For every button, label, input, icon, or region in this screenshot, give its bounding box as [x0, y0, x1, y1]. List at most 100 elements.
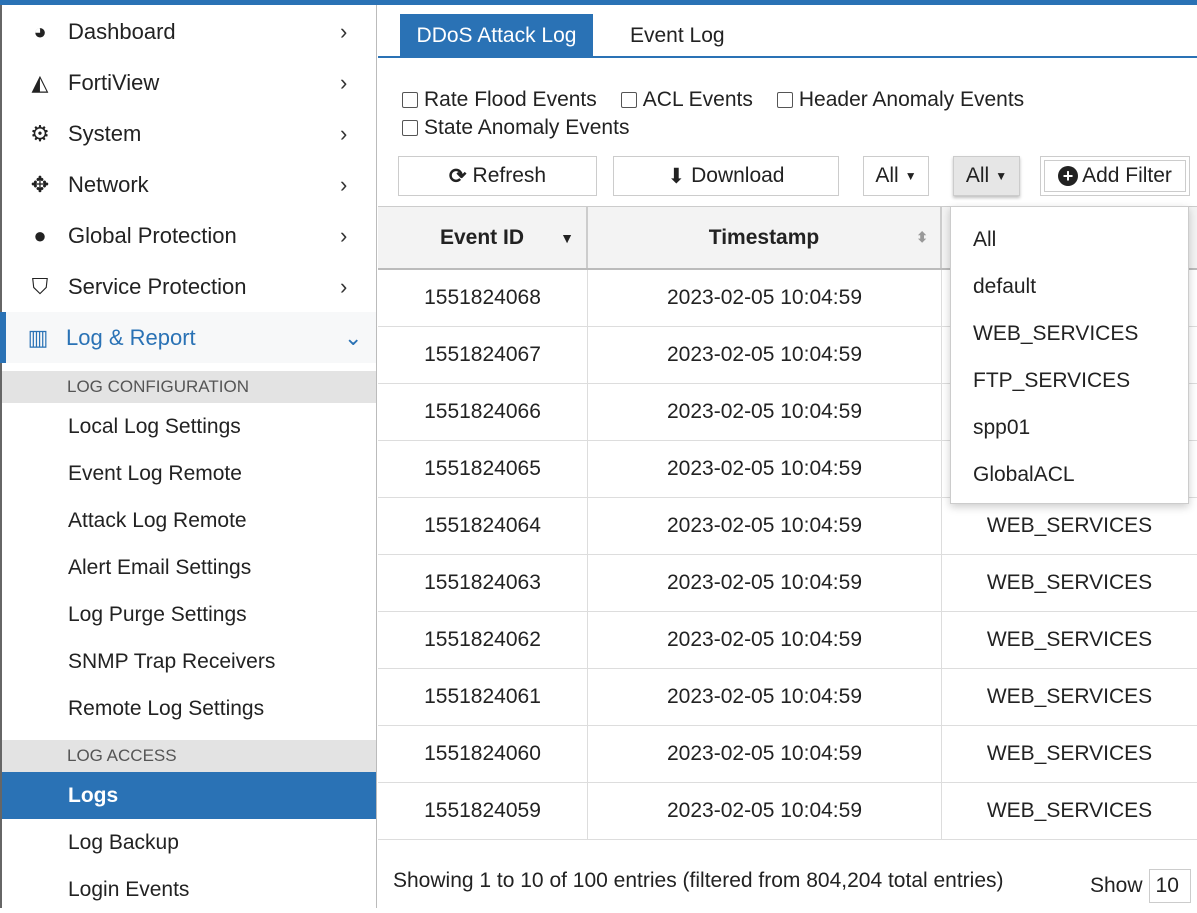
tab-bar: DDoS Attack Log Event Log: [378, 14, 1197, 58]
dropdown-option[interactable]: spp01: [973, 415, 1031, 439]
table-cell: 1551824060: [378, 726, 588, 782]
section-log-configuration: LOG CONFIGURATION: [2, 371, 376, 403]
table-row[interactable]: 1551824061 2023-02-05 10:04:59 WEB_SERVICE…: [378, 669, 1197, 726]
sidebar-subitem[interactable]: Attack Log Remote: [68, 508, 247, 532]
caret-down-icon: ▼: [995, 169, 1008, 183]
page-size-select[interactable]: 10: [1148, 869, 1191, 903]
sidebar-item-dashboard[interactable]: ◕ Dashboard ›: [2, 6, 376, 57]
sidebar-subitem[interactable]: Logs: [2, 772, 376, 819]
chevron-right-icon: ›: [340, 273, 348, 299]
event-checkbox[interactable]: Rate Flood Events: [402, 87, 597, 113]
sidebar-subitem[interactable]: Local Log Settings: [68, 414, 241, 438]
arrows-icon: ✥: [30, 171, 50, 197]
section-log-access: LOG ACCESS: [2, 740, 376, 772]
add-filter-button[interactable]: + Add Filter: [1040, 156, 1190, 196]
refresh-icon: ⟳: [448, 164, 467, 188]
table-cell: 2023-02-05 10:04:59: [588, 441, 942, 497]
area-chart-icon: ◭: [31, 69, 49, 95]
download-icon: ⬇: [667, 164, 686, 188]
sidebar-item-global-protection[interactable]: ● Global Protection ›: [2, 210, 376, 261]
table-row[interactable]: 1551824066 2023-02-05 10:04:59: [378, 384, 1197, 441]
table-row[interactable]: 1551824063 2023-02-05 10:04:59 WEB_SERVICE…: [378, 555, 1197, 612]
sidebar-subitem[interactable]: Log Backup: [68, 830, 179, 854]
table-cell: WEB_SERVICES: [986, 799, 1153, 822]
entries-summary: Showing 1 to 10 of 100 entries (filtered…: [393, 869, 1004, 892]
event-checkbox[interactable]: State Anomaly Events: [402, 115, 629, 141]
table-row[interactable]: 1551824064 2023-02-05 10:04:59 WEB_SERVICE…: [378, 498, 1197, 555]
chevron-right-icon: ›: [340, 120, 348, 146]
table-cell: 2023-02-05 10:04:59: [588, 555, 942, 611]
table-cell: 2023-02-05 10:04:59: [588, 726, 942, 782]
table-row[interactable]: 1551824060 2023-02-05 10:04:59 WEB_SERVICE…: [378, 726, 1197, 783]
sidebar-subitem[interactable]: Remote Log Settings: [68, 696, 265, 720]
gear-icon: ⚙: [30, 120, 50, 146]
tab-ddos-attack-log[interactable]: DDoS Attack Log: [400, 14, 593, 58]
shield-icon: ⛉: [31, 273, 49, 299]
table-row[interactable]: 1551824062 2023-02-05 10:04:59 WEB_SERVICE…: [378, 612, 1197, 669]
dropdown-option[interactable]: GlobalACL: [973, 462, 1075, 486]
download-button[interactable]: ⬇ Download: [613, 156, 839, 196]
sidebar-subitem[interactable]: Login Events: [68, 877, 190, 901]
table-cell: 2023-02-05 10:04:59: [588, 669, 942, 725]
sidebar-subitem[interactable]: Log Purge Settings: [68, 602, 247, 626]
sidebar-subitem[interactable]: Event Log Remote: [68, 461, 242, 485]
dropdown-option[interactable]: default: [973, 274, 1037, 298]
table-cell: 1551824068: [378, 270, 588, 326]
table-row[interactable]: 1551824068 2023-02-05 10:04:59: [378, 270, 1197, 327]
event-type-filters: Rate Flood Events ACL Events Header Anomal…: [402, 87, 1192, 141]
dropdown-option[interactable]: All: [973, 227, 997, 251]
table-cell: 1551824063: [378, 555, 588, 611]
table-cell: 1551824065: [378, 441, 588, 497]
table-row[interactable]: 1551824059 2023-02-05 10:04:59 WEB_SERVICE…: [378, 783, 1197, 840]
table-cell: 2023-02-05 10:04:59: [588, 783, 942, 839]
checkbox[interactable]: [402, 120, 418, 136]
sidebar-item-system[interactable]: ⚙ System ›: [2, 108, 376, 159]
checkbox[interactable]: [620, 92, 637, 108]
table-cell: 2023-02-05 10:04:59: [588, 498, 942, 554]
table-cell: WEB_SERVICES: [986, 628, 1153, 651]
column-event-id[interactable]: Event ID ▼: [378, 207, 588, 268]
chevron-right-icon: ›: [340, 171, 348, 197]
checkbox[interactable]: [776, 92, 793, 108]
refresh-button[interactable]: ⟳ Refresh: [398, 156, 597, 196]
globe-icon: ●: [33, 222, 47, 248]
table-cell: 1551824059: [378, 783, 588, 839]
table-cell: 1551824064: [378, 498, 588, 554]
event-checkbox[interactable]: ACL Events: [620, 87, 753, 113]
select-filter-1[interactable]: All ▼: [863, 156, 929, 196]
select-filter-2[interactable]: All ▼: [953, 156, 1020, 196]
table-cell: 2023-02-05 10:04:59: [588, 612, 942, 668]
dropdown-option[interactable]: FTP_SERVICES: [973, 368, 1131, 392]
sidebar-subitem[interactable]: SNMP Trap Receivers: [68, 649, 276, 673]
dropdown-option[interactable]: WEB_SERVICES: [973, 321, 1139, 345]
chevron-right-icon: ›: [340, 69, 348, 95]
attack-log-table: Event ID ▼ Timestamp ⬍ 1551824068 2023-02-0…: [378, 206, 1197, 840]
sidebar-item-service-protection[interactable]: ⛉ Service Protection ›: [2, 261, 376, 312]
dashboard-icon: ◕: [33, 18, 47, 44]
sort-icon: ⬍: [916, 229, 928, 245]
table-cell: WEB_SERVICES: [986, 514, 1153, 537]
sidebar-item-log-report[interactable]: ▥ Log & Report ⌄: [0, 312, 376, 363]
checkbox[interactable]: [402, 92, 418, 108]
sidebar-subitem[interactable]: Alert Email Settings: [68, 555, 252, 579]
dropdown-menu: All default WEB_SERVICES FTP_SERVICES spp01 G…: [950, 206, 1189, 504]
sort-desc-icon: ▼: [560, 229, 574, 246]
sidebar-item-fortiview[interactable]: ◭ FortiView ›: [2, 57, 376, 108]
bar-chart-icon: ▥: [27, 324, 49, 350]
table-cell: 2023-02-05 10:04:59: [588, 384, 942, 440]
main: DDoS Attack Log Event Log Rate Flood Eve…: [378, 5, 1197, 908]
event-checkbox[interactable]: Header Anomaly Events: [776, 87, 1024, 113]
table-row[interactable]: 1551824065 2023-02-05 10:04:59: [378, 441, 1197, 498]
table-cell: 2023-02-05 10:04:59: [588, 327, 942, 383]
table-cell: WEB_SERVICES: [986, 742, 1153, 765]
column-timestamp[interactable]: Timestamp ⬍: [588, 207, 942, 268]
plus-circle-icon: +: [1058, 166, 1079, 186]
sidebar: ◕ Dashboard › ◭ FortiView › ⚙ System › ✥ Network › ●…: [0, 5, 377, 908]
table-cell: 2023-02-05 10:04:59: [588, 270, 942, 326]
chevron-down-icon: ⌄: [344, 324, 363, 350]
table-row[interactable]: 1551824067 2023-02-05 10:04:59: [378, 327, 1197, 384]
table-cell: 1551824062: [378, 612, 588, 668]
sidebar-item-network[interactable]: ✥ Network ›: [2, 159, 376, 210]
tab-event-log[interactable]: Event Log: [630, 24, 725, 47]
caret-down-icon: ▼: [904, 169, 917, 183]
